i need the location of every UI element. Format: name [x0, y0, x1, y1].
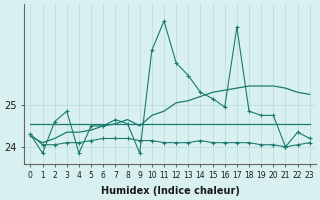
- X-axis label: Humidex (Indice chaleur): Humidex (Indice chaleur): [100, 186, 239, 196]
